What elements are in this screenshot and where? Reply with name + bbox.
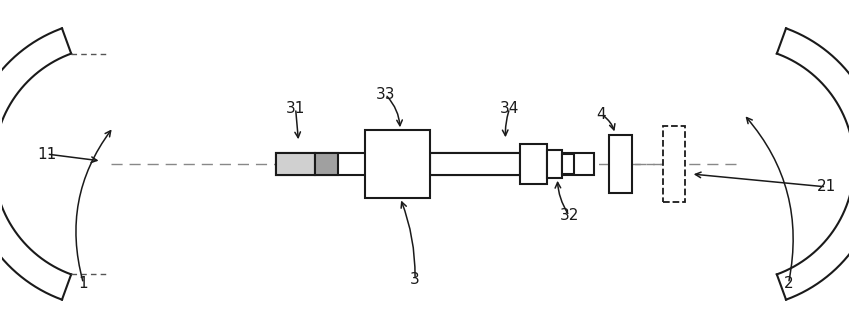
Text: 2: 2 — [784, 276, 793, 291]
Text: 4: 4 — [597, 107, 606, 122]
Text: 1: 1 — [78, 276, 89, 291]
Bar — [316, 153, 339, 175]
Bar — [563, 154, 574, 174]
Bar — [276, 153, 316, 175]
Bar — [547, 150, 563, 178]
Text: 33: 33 — [375, 87, 395, 102]
Bar — [365, 130, 430, 198]
Text: 21: 21 — [817, 179, 836, 194]
Text: 34: 34 — [500, 101, 519, 116]
Text: 3: 3 — [410, 272, 420, 287]
Bar — [663, 126, 685, 202]
Text: 11: 11 — [37, 147, 56, 162]
Text: 32: 32 — [560, 208, 579, 223]
Bar — [430, 153, 520, 175]
Bar — [520, 144, 547, 184]
Text: 31: 31 — [286, 101, 306, 116]
Bar — [609, 135, 632, 193]
Bar — [276, 153, 594, 175]
